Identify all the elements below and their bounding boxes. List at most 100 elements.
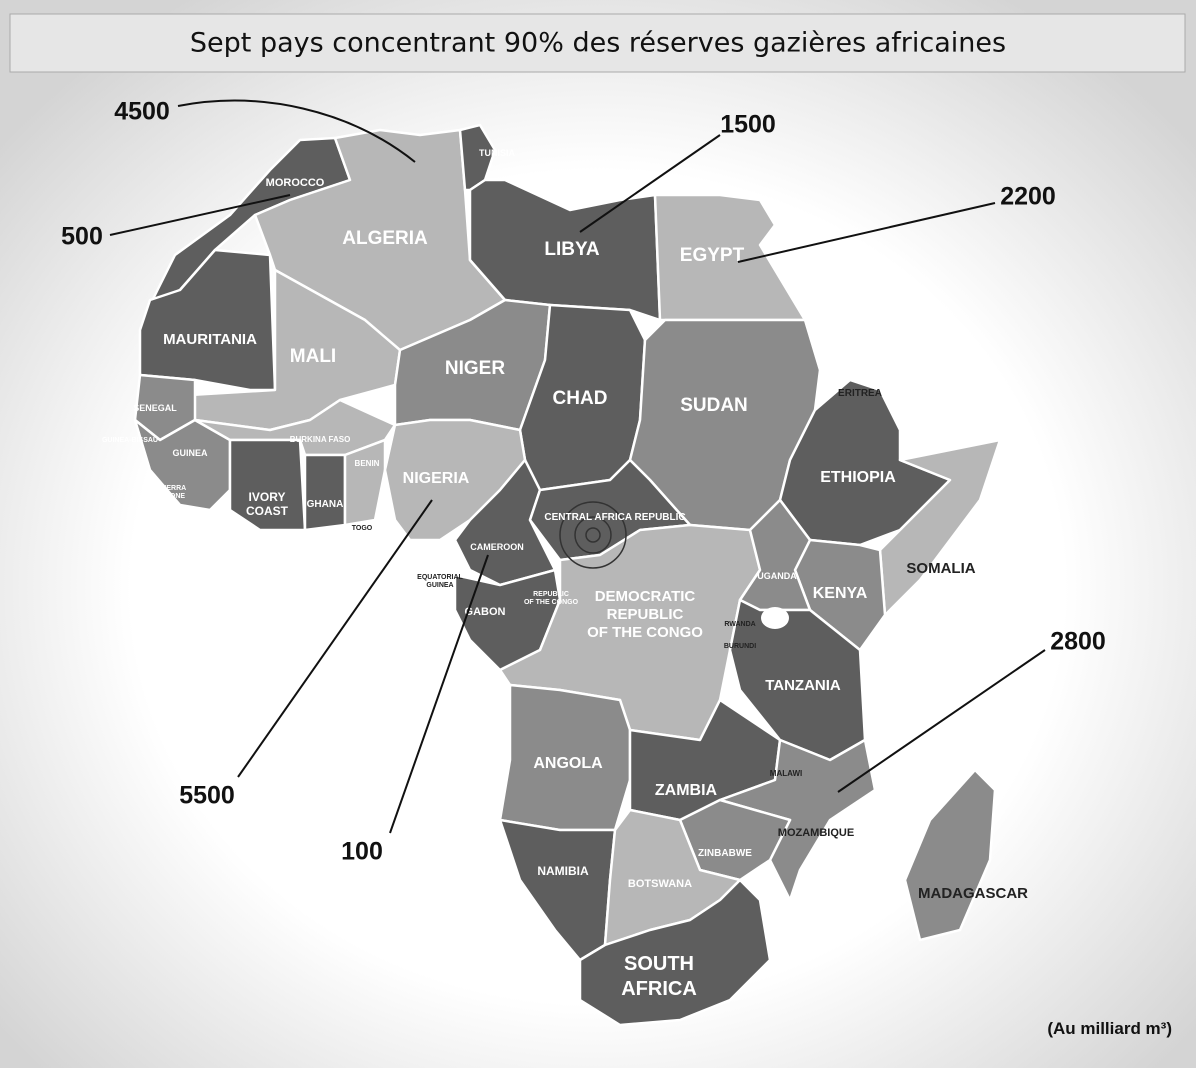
country — [453, 458, 557, 587]
country — [718, 738, 877, 902]
country-label: GHANA — [307, 499, 344, 510]
country-label-line: ZAMBIA — [655, 782, 718, 799]
callouts: 4500 500 1500 2200 2800 5500 100 — [61, 98, 1106, 866]
labels: MOROCCO ALGERIA TUNISIA LIBYA EGYPT MAURITANI… — [102, 148, 1028, 1000]
country — [228, 438, 307, 532]
country-label-line: GABON — [465, 606, 506, 618]
leader-line — [237, 499, 433, 778]
country-label-line: LEONE — [161, 493, 185, 500]
country-label: CENTRAL AFRICA REPUBLIC — [544, 512, 685, 523]
country-label-line: GUINEA-BISSAU — [102, 437, 158, 444]
leader-line — [837, 649, 1046, 793]
country-label: ZAMBIA — [655, 782, 718, 799]
country-label-line: MOZAMBIQUE — [778, 827, 854, 839]
leader-line — [579, 134, 721, 233]
country-label: SIERRA LEONE — [160, 485, 186, 500]
country — [653, 193, 807, 322]
country-label: MAURITANIA — [163, 331, 257, 348]
country-label-line: GHANA — [307, 499, 344, 510]
country-label: LIBYA — [544, 239, 600, 260]
reserve-value: 2800 — [1050, 628, 1106, 656]
country-label-line: GUINEA — [426, 582, 453, 589]
country-label: SOUTH AFRICA — [621, 953, 697, 1000]
country-label-line: MAURITANIA — [163, 331, 257, 348]
reserve-value: 500 — [61, 223, 103, 251]
country-label-line: LIBYA — [544, 239, 600, 260]
country-label: ERITREA — [838, 388, 882, 399]
country-label: BURKINA FASO — [290, 435, 351, 444]
country-label-line: EGYPT — [680, 245, 745, 266]
target-ring — [585, 527, 601, 543]
country-label-line: MALI — [290, 346, 336, 367]
country-label: ANGOLA — [533, 755, 603, 772]
country-label: NIGER — [445, 358, 505, 379]
country-label: GABON — [465, 606, 506, 618]
country-label: MOROCCO — [266, 177, 325, 189]
country-label: CHAD — [553, 388, 608, 409]
country-label: MOZAMBIQUE — [778, 827, 854, 839]
country-label: CAMEROON — [470, 542, 524, 552]
country-label: MADAGASCAR — [918, 885, 1028, 902]
country-label: DEMOCRATIC REPUBLIC OF THE CONGO — [587, 588, 703, 641]
country — [303, 453, 347, 532]
countries — [133, 123, 1002, 1027]
reserve-value: 2200 — [1000, 183, 1056, 211]
country-label-line: EQUATORIAL — [417, 574, 463, 581]
country-label: TOGO — [352, 525, 373, 532]
lake — [761, 607, 789, 629]
country-label: SUDAN — [680, 395, 748, 416]
country-label: BENIN — [355, 459, 380, 468]
leader-line — [109, 194, 291, 236]
country-label: NAMIBIA — [537, 864, 589, 878]
country-label: ETHIOPIA — [820, 469, 896, 486]
country-label-line: RWANDA — [724, 621, 755, 628]
country-label-line: ERITREA — [838, 388, 882, 399]
leader-line — [389, 554, 489, 834]
country-label: ALGERIA — [342, 228, 428, 249]
country — [578, 878, 772, 1027]
country-label-line: SOUTH — [624, 953, 694, 975]
country-label-line: IVORY — [249, 490, 286, 504]
country-label-line: BURUNDI — [724, 643, 756, 650]
country-label: TANZANIA — [765, 677, 841, 694]
country-label: IVORY COAST — [246, 490, 289, 518]
country-label: EQUATORIAL GUINEA — [417, 574, 463, 589]
reserve-value: 4500 — [114, 98, 170, 126]
country-label-line: BENIN — [355, 459, 380, 468]
target-ring — [559, 501, 627, 569]
country-label-line: ANGOLA — [533, 755, 603, 772]
country-label: NIGERIA — [403, 470, 470, 487]
country-label-line: KENYA — [813, 585, 868, 602]
country-label: LIBERIA — [191, 518, 223, 527]
country-label-line: SIERRA — [160, 485, 186, 492]
country-label-line: UGANDA — [757, 571, 797, 581]
country — [903, 768, 997, 942]
country-label-line: NIGERIA — [403, 470, 470, 487]
country-label-line: SENEGAL — [133, 403, 177, 413]
country — [498, 683, 632, 832]
country-label: GUINEA — [172, 448, 208, 458]
country-label-line: OF THE CONGO — [524, 599, 579, 606]
country-label-line: CAMEROON — [470, 542, 524, 552]
country-label-line: TANZANIA — [765, 677, 841, 694]
country-label: EGYPT — [680, 245, 745, 266]
country-label: ZINBABWE — [698, 848, 752, 859]
country-label-line: BOTSWANA — [628, 878, 692, 890]
country-label: REPUBLIC OF THE CONGO — [524, 591, 579, 606]
country-label-line: GUINEA — [172, 448, 208, 458]
reserve-value: 5500 — [179, 782, 235, 810]
country-label-line: CENTRAL AFRICA REPUBLIC — [544, 512, 685, 523]
country-label: SOMALIA — [906, 560, 975, 577]
country-label-line: MALAWI — [770, 769, 802, 778]
country-label: UGANDA — [757, 571, 797, 581]
country-label-line: OF THE CONGO — [587, 624, 703, 641]
country-label-line: NIGER — [445, 358, 505, 379]
country-label: MALI — [290, 346, 336, 367]
country-label: RWANDA — [724, 621, 755, 628]
country — [343, 438, 387, 527]
country-label: TUNISIA — [479, 148, 516, 158]
country-label-line: NAMIBIA — [537, 864, 589, 878]
country-label-line: LIBERIA — [191, 518, 223, 527]
